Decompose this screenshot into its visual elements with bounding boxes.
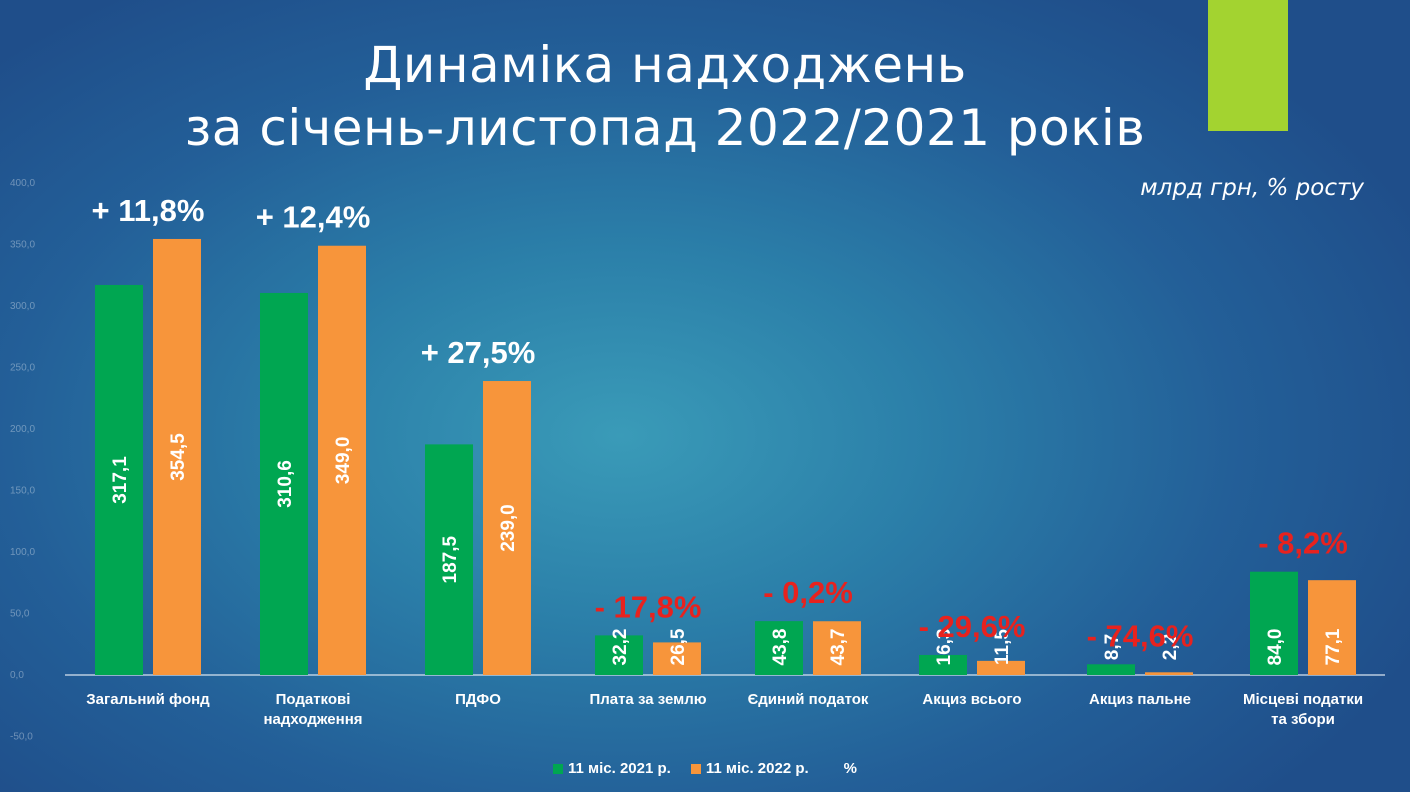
legend-item-2022: 11 міс. 2022 р. bbox=[690, 760, 809, 777]
data-label: 2,2 bbox=[1160, 634, 1181, 660]
legend-item-2021: 11 міс. 2021 р. bbox=[552, 760, 671, 777]
category-label: Місцеві податки bbox=[1243, 691, 1363, 708]
category-label: та збори bbox=[1271, 711, 1335, 728]
y-tick-label: 350,0 bbox=[10, 240, 35, 251]
data-label: 77,1 bbox=[1323, 628, 1344, 665]
percent-change-label: - 17,8% bbox=[595, 589, 702, 624]
data-label: 84,0 bbox=[1265, 629, 1286, 666]
bar-2022 bbox=[653, 642, 701, 675]
category-label: Єдиний податок bbox=[748, 691, 869, 708]
data-label: 11,5 bbox=[992, 629, 1013, 665]
y-tick-label: -50,0 bbox=[10, 732, 33, 743]
bar-2022 bbox=[153, 238, 201, 675]
data-label: 16,3 bbox=[934, 629, 955, 666]
bar-2021 bbox=[919, 654, 967, 675]
y-tick-label: 50,0 bbox=[10, 609, 30, 620]
data-label: 317,1 bbox=[110, 456, 131, 504]
y-tick-label: 150,0 bbox=[10, 486, 35, 497]
y-tick-label: 100,0 bbox=[10, 547, 35, 558]
data-label: 310,6 bbox=[275, 460, 296, 508]
percent-change-label: - 8,2% bbox=[1258, 526, 1348, 561]
chart-title-line1: Динаміка надходжень bbox=[363, 36, 967, 94]
bar-2021 bbox=[425, 444, 473, 675]
bar-2022 bbox=[1145, 672, 1193, 675]
data-label: 26,5 bbox=[668, 628, 689, 665]
chart-units: млрд грн, % росту bbox=[1140, 175, 1364, 201]
data-label: 43,8 bbox=[770, 629, 791, 666]
bar-2021 bbox=[755, 621, 803, 675]
y-tick-label: 200,0 bbox=[10, 424, 35, 435]
percent-change-label: - 74,6% bbox=[1087, 618, 1194, 653]
data-label: 349,0 bbox=[333, 437, 354, 485]
y-tick-label: 300,0 bbox=[10, 301, 35, 312]
category-label: Загальний фонд bbox=[86, 691, 210, 708]
bar-2022 bbox=[318, 245, 366, 676]
category-label: Акциз всього bbox=[922, 691, 1021, 708]
data-label: 354,5 bbox=[168, 433, 189, 481]
y-tick-label: 250,0 bbox=[10, 363, 35, 374]
bar-2021 bbox=[260, 292, 308, 675]
y-tick-label: 0,0 bbox=[10, 670, 24, 681]
accent-bar bbox=[1208, 0, 1288, 131]
bar-2022 bbox=[1308, 580, 1356, 675]
percent-change-label: + 11,8% bbox=[92, 193, 205, 228]
bar-2021 bbox=[1087, 664, 1135, 675]
legend-label-percent: % bbox=[843, 760, 858, 777]
data-label: 32,2 bbox=[610, 629, 631, 666]
category-label: Плата за землю bbox=[589, 691, 706, 708]
category-label: ПДФО bbox=[455, 691, 501, 708]
category-label: надходження bbox=[263, 711, 362, 728]
legend-swatch-2021 bbox=[552, 763, 563, 774]
percent-change-label: - 0,2% bbox=[763, 575, 853, 610]
percent-change-label: + 27,5% bbox=[421, 335, 536, 370]
category-label: Акциз пальне bbox=[1089, 691, 1191, 708]
legend: 11 міс. 2021 р. 11 міс. 2022 р. % bbox=[0, 760, 1410, 777]
bar-2021 bbox=[1250, 571, 1298, 675]
bar-2022 bbox=[483, 381, 531, 675]
bar-2021 bbox=[595, 635, 643, 675]
data-label: 187,5 bbox=[440, 535, 461, 583]
data-label: 43,7 bbox=[828, 629, 849, 666]
data-label: 8,7 bbox=[1102, 634, 1123, 660]
legend-label-2022: 11 міс. 2022 р. bbox=[705, 760, 809, 777]
legend-swatch-2022 bbox=[690, 763, 701, 774]
bar-2022 bbox=[977, 660, 1025, 675]
y-tick-label: 400,0 bbox=[10, 178, 35, 189]
bar-2022 bbox=[813, 621, 861, 675]
legend-label-2021: 11 міс. 2021 р. bbox=[567, 760, 671, 777]
legend-item-percent: % bbox=[829, 760, 857, 777]
percent-change-label: + 12,4% bbox=[256, 200, 371, 235]
category-label: Податкові bbox=[276, 691, 351, 708]
chart-title-line2: за січень-листопад 2022/2021 років bbox=[184, 99, 1146, 157]
bar-2021 bbox=[95, 284, 143, 675]
data-label: 239,0 bbox=[498, 504, 519, 552]
percent-change-label: - 29,6% bbox=[919, 609, 1026, 644]
